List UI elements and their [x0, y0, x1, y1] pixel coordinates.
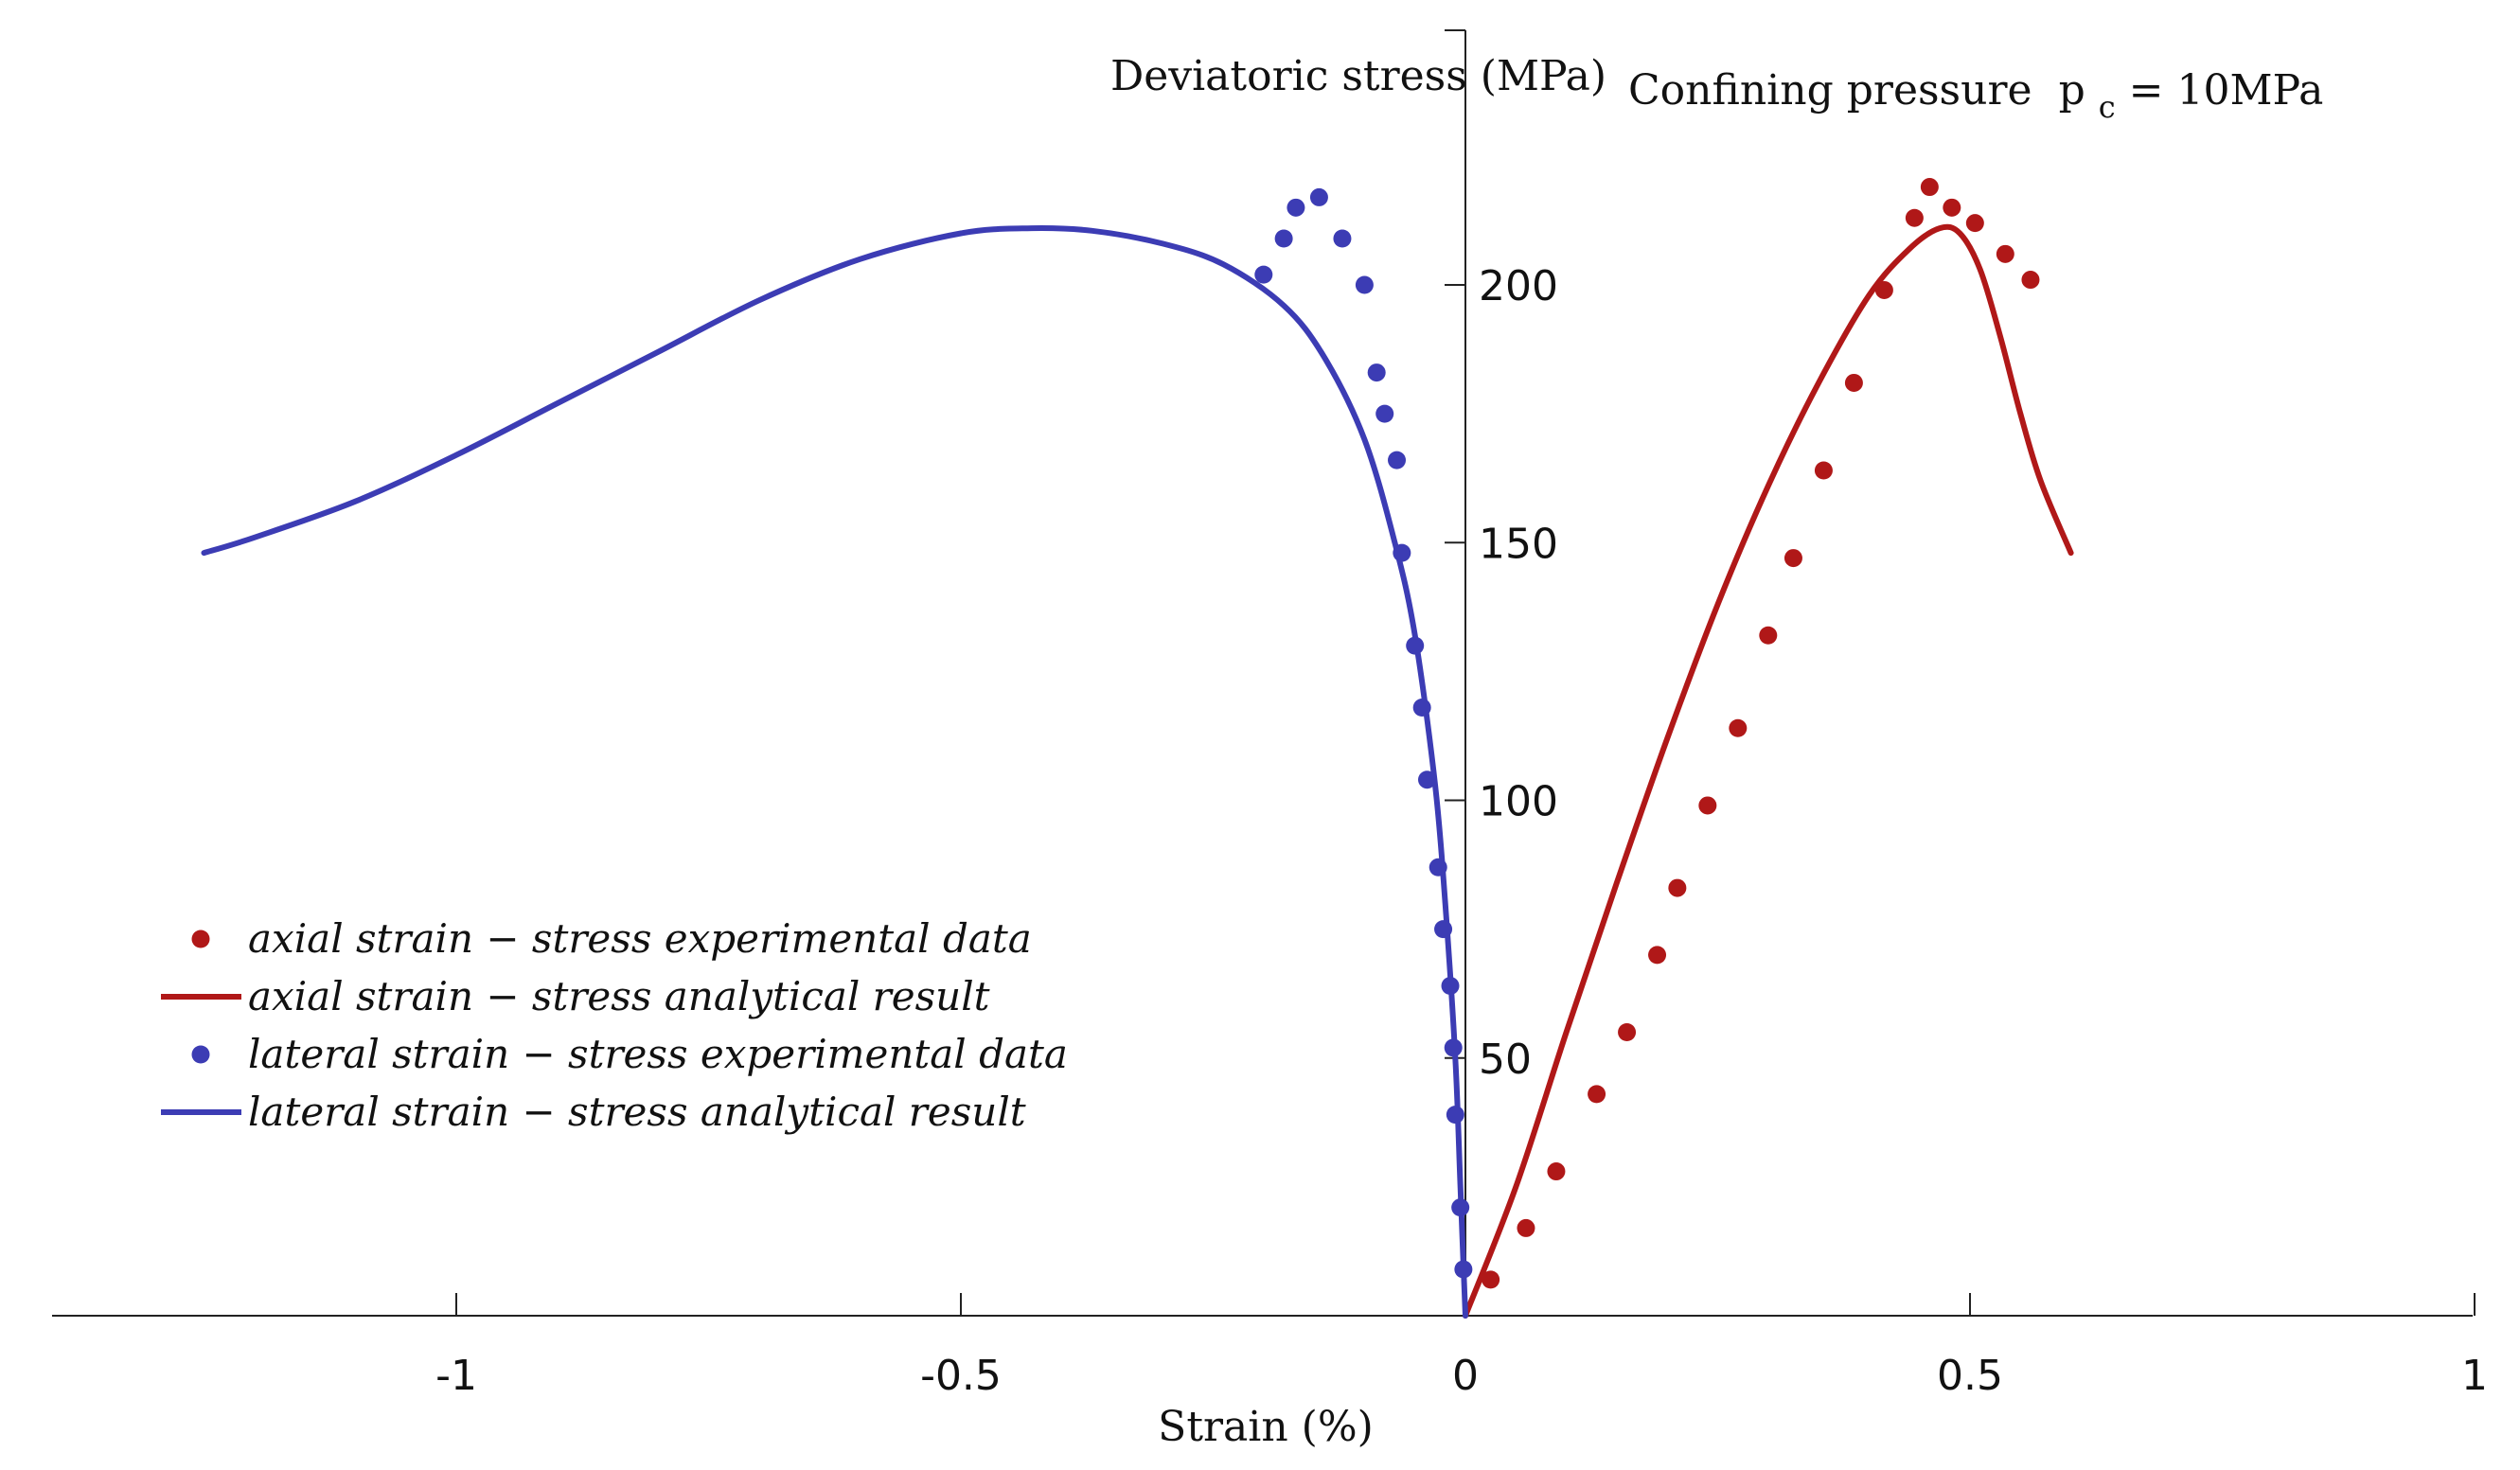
chart-title: Confining pressure p c = 10MPa [1628, 66, 2323, 128]
data-point [1844, 373, 1863, 392]
x-ticks: -1 -0.5 0 0.5 1 [435, 1293, 2488, 1400]
legend-item: axial strain − stress analytical result [161, 973, 990, 1019]
data-point [1412, 698, 1431, 717]
chart-title-main: Confining pressure [1628, 66, 2032, 115]
data-point [1429, 858, 1447, 877]
series-line-path [1463, 223, 2074, 1319]
data-point [1333, 229, 1352, 248]
chart-title-suffix: = 10MPa [2129, 66, 2324, 115]
y-tick-label: 200 [1479, 262, 1558, 310]
data-point [1698, 796, 1717, 815]
legend-label: lateral strain − stress analytical resul… [248, 1089, 1026, 1135]
data-point [1375, 404, 1394, 423]
data-point [1441, 977, 1460, 996]
data-point [1874, 280, 1893, 299]
data-point [1648, 946, 1667, 965]
data-point [1406, 636, 1425, 655]
data-point [1618, 1023, 1637, 1042]
legend-item: lateral strain − stress experimental dat… [191, 1031, 1068, 1077]
axes-group: -1 -0.5 0 0.5 1 50 100 150 200 [52, 29, 2488, 1400]
data-point [1588, 1085, 1606, 1104]
data-point [1393, 543, 1411, 562]
y-tick-label: 100 [1479, 778, 1558, 826]
data-point [1759, 626, 1778, 645]
data-point [1388, 451, 1407, 469]
data-point [1367, 363, 1386, 382]
data-point [1517, 1218, 1535, 1237]
data-point [1965, 214, 1984, 233]
legend: axial strain − stress experimental data a… [161, 915, 1068, 1135]
y-tick-label: 50 [1479, 1036, 1532, 1084]
series-line [1463, 223, 2074, 1319]
data-point [1482, 1270, 1500, 1289]
data-point [1355, 275, 1374, 294]
data-point [1274, 229, 1293, 248]
legend-label: axial strain − stress analytical result [248, 973, 990, 1019]
data-point [1943, 198, 1961, 217]
data-point [1254, 265, 1273, 284]
data-point [1434, 920, 1453, 939]
data-point [2021, 271, 2040, 290]
data-point [1920, 178, 1939, 197]
data-point [1729, 718, 1748, 737]
y-axis-label: Deviatoric stress (MPa) [1110, 52, 1606, 100]
chart-title-subscript: c [2099, 89, 2116, 125]
x-axis-label: Strain (%) [1158, 1403, 1374, 1451]
data-point [1454, 1260, 1473, 1279]
legend-marker-swatch [191, 1045, 210, 1064]
x-tick-label: 0 [1452, 1352, 1479, 1400]
y-tick-label: 150 [1479, 520, 1558, 568]
data-point [1309, 187, 1328, 206]
series-layer [201, 178, 2074, 1319]
data-point [1451, 1198, 1470, 1217]
data-point [1996, 244, 2014, 263]
x-tick-label: -1 [435, 1352, 477, 1400]
legend-label: axial strain − stress experimental data [248, 915, 1032, 962]
x-tick-label: 1 [2461, 1352, 2488, 1400]
data-point [1668, 878, 1687, 897]
chart-title-symbol: p [2059, 66, 2085, 115]
legend-label: lateral strain − stress experimental dat… [248, 1031, 1068, 1077]
data-point [1784, 549, 1802, 568]
data-point [1287, 198, 1305, 217]
data-point [1905, 208, 1924, 227]
data-point [1444, 1038, 1463, 1057]
series-scatter [1254, 187, 1473, 1279]
series-line-path [201, 224, 1468, 1319]
series-line [201, 224, 1468, 1319]
legend-item: axial strain − stress experimental data [191, 915, 1032, 962]
x-tick-label: -0.5 [920, 1352, 1002, 1400]
data-point [1417, 770, 1436, 789]
data-point [1547, 1162, 1566, 1181]
legend-marker-swatch [191, 930, 210, 948]
series-scatter [1482, 178, 2040, 1289]
x-tick-label: 0.5 [1937, 1352, 2003, 1400]
data-point [1814, 461, 1833, 480]
data-point [1446, 1106, 1464, 1125]
y-ticks: 50 100 150 200 [1445, 262, 1558, 1084]
legend-item: lateral strain − stress analytical resul… [161, 1089, 1026, 1135]
